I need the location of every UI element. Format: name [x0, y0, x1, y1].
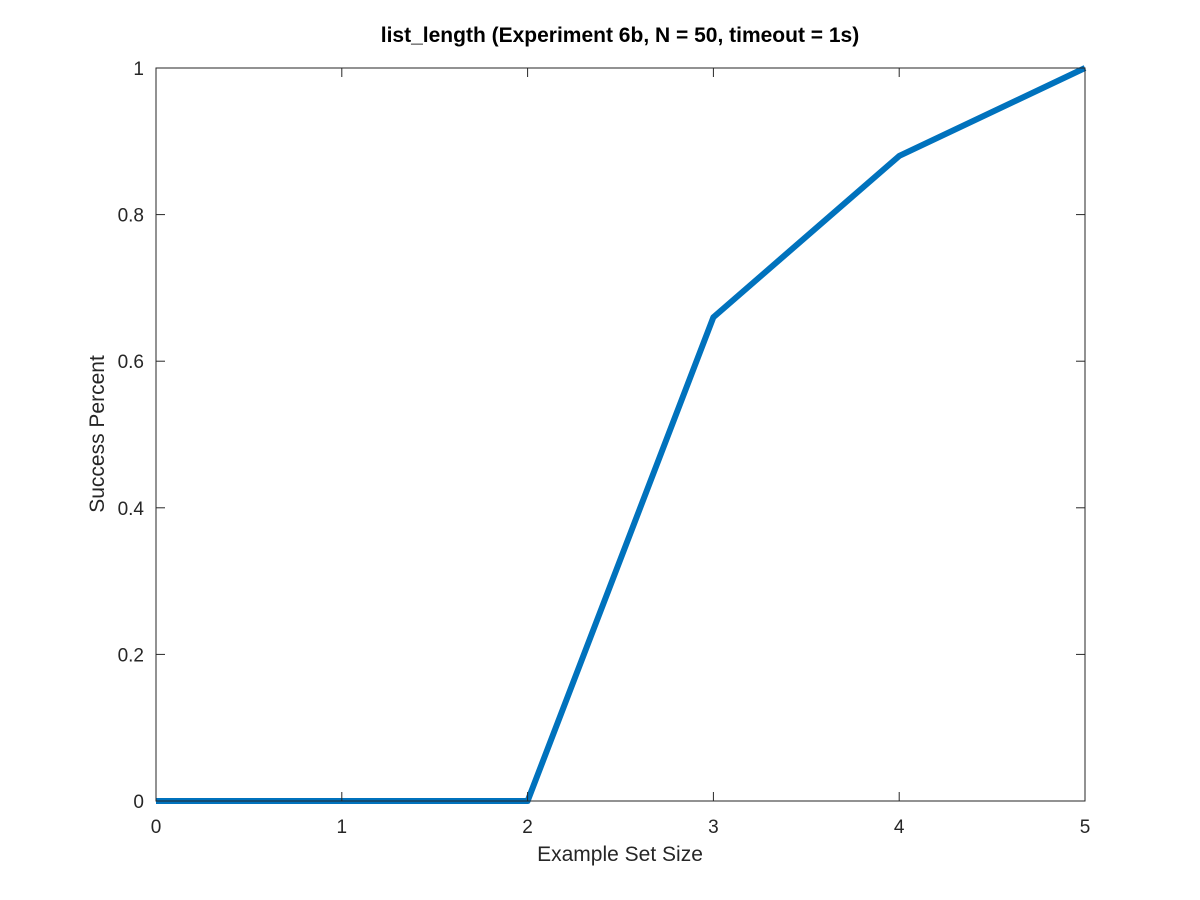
x-tick-label: 4	[894, 817, 905, 838]
axes-box	[155, 67, 1086, 802]
x-tick-label: 2	[522, 817, 533, 838]
x-tick-label: 1	[337, 817, 348, 838]
plot-area	[156, 68, 1085, 801]
y-tick-label: 0	[133, 792, 144, 813]
x-tick-label: 3	[708, 817, 719, 838]
y-tick-label: 0.4	[118, 499, 145, 520]
chart-title: list_length (Experiment 6b, N = 50, time…	[381, 24, 859, 47]
y-tick-label: 0.8	[118, 206, 144, 227]
y-axis: 0 0.2 0.4 0.6 0.8 1	[118, 59, 1085, 813]
y-tick-label: 1	[133, 59, 144, 80]
x-axis-label: Example Set Size	[537, 843, 703, 866]
x-axis: 0 1 2 3 4 5	[151, 68, 1091, 838]
y-tick-label: 0.6	[118, 352, 144, 373]
x-tick-label: 5	[1080, 817, 1091, 838]
y-axis-label: Success Percent	[86, 355, 109, 513]
x-tick-label: 0	[151, 817, 162, 838]
y-tick-label: 0.2	[118, 645, 144, 666]
